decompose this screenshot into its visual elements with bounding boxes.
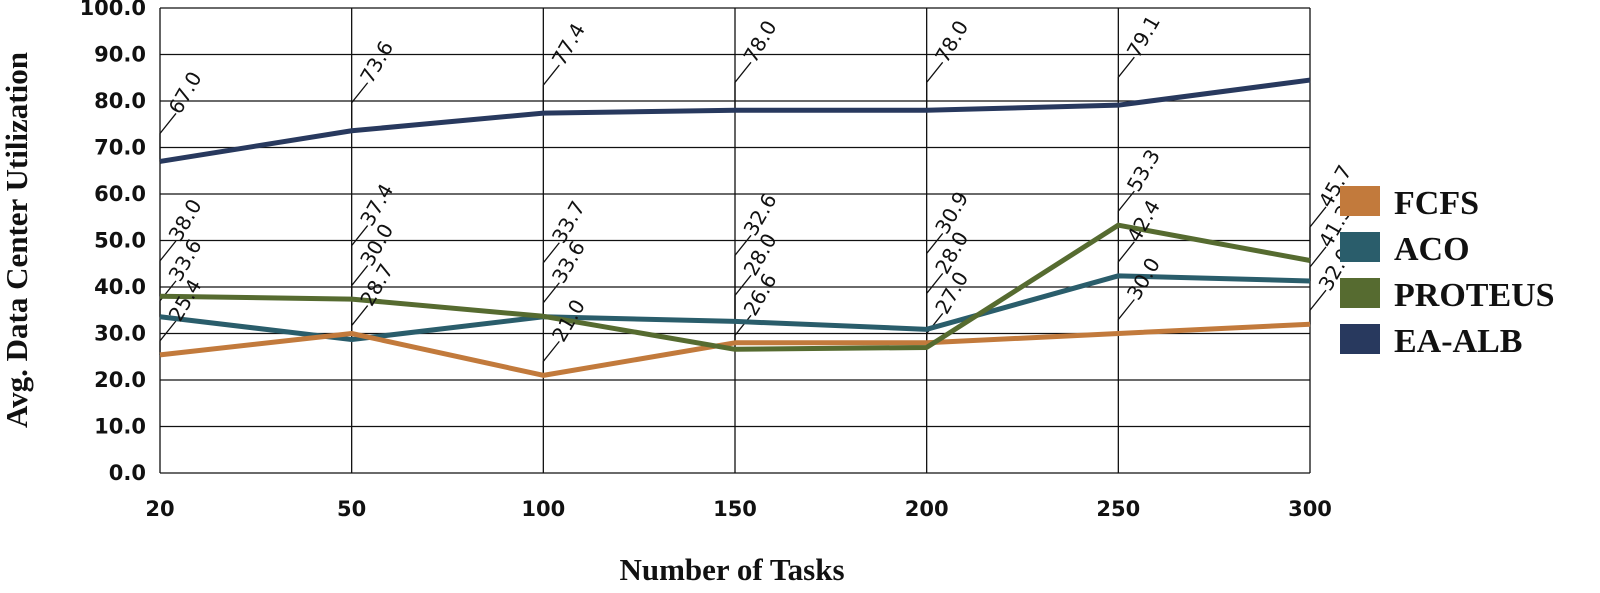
label-leader — [926, 233, 944, 330]
legend-label-ea-alb: EA-ALB — [1394, 323, 1522, 360]
y-tick-label: 60.0 — [94, 182, 146, 206]
data-label: 21.0 — [547, 295, 590, 346]
data-label: 37.4 — [355, 179, 398, 230]
label-leader — [734, 61, 752, 111]
y-tick-label: 80.0 — [94, 89, 146, 113]
data-label: 77.4 — [547, 19, 590, 70]
label-leader — [1309, 206, 1327, 261]
label-leader — [734, 234, 752, 322]
label-leader — [159, 240, 177, 297]
legend: FCFS ACO PROTEUS EA-ALB — [1340, 185, 1555, 360]
y-tick-label: 30.0 — [94, 322, 146, 346]
x-tick-label: 20 — [145, 497, 174, 521]
legend-swatch-aco — [1340, 232, 1380, 262]
y-axis-title: Avg. Data Center Utilization — [0, 52, 34, 428]
y-tick-label: 90.0 — [94, 43, 146, 67]
x-tick-label: 50 — [337, 497, 366, 521]
series-line-ea-alb — [159, 77, 1311, 164]
data-label: 78.0 — [739, 16, 782, 67]
series-lines — [159, 77, 1311, 378]
x-axis-title: Number of Tasks — [619, 552, 844, 587]
data-label: 73.6 — [355, 37, 398, 88]
data-label: 38.0 — [164, 195, 207, 246]
x-tick-label: 200 — [905, 497, 949, 521]
data-label: 33.7 — [547, 197, 590, 248]
x-tick-label: 300 — [1288, 497, 1332, 521]
label-leader — [351, 225, 369, 300]
label-leader — [542, 282, 560, 317]
data-label: 30.9 — [930, 187, 973, 238]
series-line-proteus — [159, 222, 1311, 352]
x-tick-label: 100 — [521, 497, 565, 521]
x-tick-label: 250 — [1096, 497, 1140, 521]
data-label: 67.0 — [164, 67, 207, 118]
y-tick-label: 20.0 — [94, 368, 146, 392]
legend-label-fcfs: FCFS — [1394, 185, 1479, 222]
label-leader — [1309, 246, 1327, 281]
y-tick-label: 50.0 — [94, 229, 146, 253]
y-tick-label: 10.0 — [94, 415, 146, 439]
label-leader — [351, 82, 369, 131]
label-leader — [159, 320, 177, 355]
y-tick-label: 40.0 — [94, 275, 146, 299]
label-leader — [1117, 190, 1135, 226]
data-labels: 25.433.638.067.028.730.037.473.621.033.6… — [164, 11, 1357, 346]
label-leader — [1309, 289, 1327, 325]
legend-label-proteus: PROTEUS — [1394, 277, 1555, 314]
data-label-leaders — [159, 56, 1327, 376]
label-leader — [159, 113, 177, 162]
label-leader — [926, 61, 944, 111]
y-tick-label: 0.0 — [109, 461, 146, 485]
label-leader — [1117, 299, 1135, 334]
series-line-fcfs — [159, 321, 1311, 378]
y-axis-ticks: 0.0 10.0 20.0 30.0 40.0 50.0 60.0 70.0 80.0 90.0 1… — [80, 0, 146, 485]
label-leader — [542, 64, 560, 114]
x-axis-ticks: 20 50 100 150 200 250 300 — [145, 497, 1332, 521]
x-tick-label: 150 — [713, 497, 757, 521]
label-leader — [1117, 56, 1135, 106]
label-leader — [159, 280, 177, 317]
data-label: 32.6 — [739, 189, 782, 240]
label-leader — [542, 242, 560, 317]
data-label: 53.3 — [1122, 145, 1165, 196]
legend-swatch-fcfs — [1340, 186, 1380, 216]
y-tick-label: 70.0 — [94, 136, 146, 160]
legend-swatch-ea-alb — [1340, 324, 1380, 354]
label-leader — [542, 340, 560, 376]
data-label: 42.4 — [1122, 196, 1165, 247]
data-label: 78.0 — [930, 16, 973, 67]
series-line-aco — [159, 273, 1311, 343]
y-tick-label: 100.0 — [80, 0, 146, 20]
label-leader — [1117, 241, 1135, 276]
legend-label-aco: ACO — [1394, 231, 1470, 268]
legend-swatch-proteus — [1340, 278, 1380, 308]
